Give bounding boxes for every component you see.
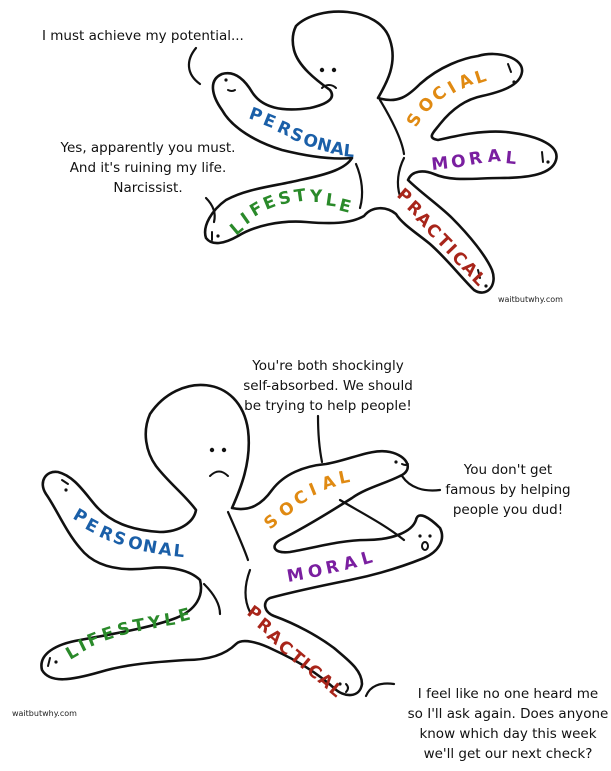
limb-letter: O	[450, 151, 468, 173]
speech-bubble-lifestyle-1: Yes, apparently you must. And it's ruini…	[60, 140, 236, 222]
speech-line: Yes, apparently you must.	[60, 140, 236, 156]
limb-letter: L	[504, 148, 518, 169]
speech-line: You don't get	[463, 462, 552, 478]
speech-line: be trying to help people!	[244, 398, 412, 414]
limb-letter: L	[172, 541, 186, 562]
speech-line: we'll get our next check?	[424, 746, 593, 762]
speech-line: Narcissist.	[113, 180, 182, 196]
speech-tail	[318, 416, 322, 462]
speech-bubble-practical-2: I feel like no one heard me so I'll ask …	[366, 684, 608, 763]
limb-letter: M	[285, 564, 306, 587]
limb-letter: M	[430, 153, 450, 175]
credit-panel-2: waitbutwhy.com	[12, 709, 77, 718]
limb-letter: Y	[309, 187, 323, 207]
speech-line: And it's ruining my life.	[70, 160, 227, 176]
speech-tail	[402, 476, 440, 490]
limb-letter: A	[487, 146, 503, 167]
limb-letter: L	[342, 141, 356, 162]
speech-line: people you dud!	[453, 502, 563, 518]
octopus-body-panel-1	[205, 12, 556, 293]
speech-pointer	[340, 500, 404, 540]
credit-panel-1: waitbutwhy.com	[498, 295, 563, 304]
speech-tail	[366, 684, 394, 697]
limb-label-practical-1: P R A C T I C A L	[393, 185, 490, 291]
limb-letter: L	[163, 609, 178, 630]
limb-letter: T	[131, 615, 147, 637]
speech-line: I must achieve my potential...	[42, 28, 244, 44]
panel-1: P E R S O N A L S O C I A L M O R A L L …	[42, 12, 563, 304]
speech-line: know which day this week	[419, 726, 596, 742]
speech-bubble-personal-1: I must achieve my potential...	[42, 28, 244, 84]
speech-line: so I'll ask again. Does anyone	[408, 706, 609, 722]
speech-line: famous by helping	[445, 482, 570, 498]
speech-tail	[189, 48, 200, 84]
limb-letter: A	[157, 539, 174, 561]
speech-line: self-absorbed. We should	[243, 378, 413, 394]
speech-line: I feel like no one heard me	[418, 686, 598, 702]
speech-line: You're both shockingly	[251, 358, 404, 374]
limb-letter: Y	[146, 612, 163, 634]
panel-2: P E R S O N A L S O C I A L M O R A L L …	[12, 358, 608, 762]
speech-bubble-social-2: You don't get famous by helping people y…	[402, 462, 571, 518]
